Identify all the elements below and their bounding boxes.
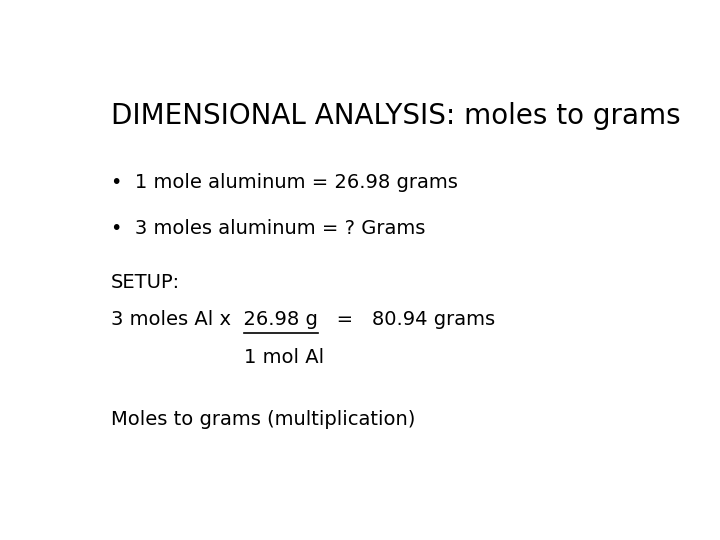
Text: SETUP:: SETUP: [111, 273, 180, 292]
Text: 1 mol Al: 1 mol Al [243, 348, 324, 367]
Text: Moles to grams (multiplication): Moles to grams (multiplication) [111, 410, 415, 429]
Text: •  3 moles aluminum = ? Grams: • 3 moles aluminum = ? Grams [111, 219, 426, 238]
Text: 3 moles Al x  26.98 g   =   80.94 grams: 3 moles Al x 26.98 g = 80.94 grams [111, 310, 495, 329]
Text: DIMENSIONAL ANALYSIS: moles to grams: DIMENSIONAL ANALYSIS: moles to grams [111, 102, 681, 130]
Text: •  1 mole aluminum = 26.98 grams: • 1 mole aluminum = 26.98 grams [111, 173, 458, 192]
